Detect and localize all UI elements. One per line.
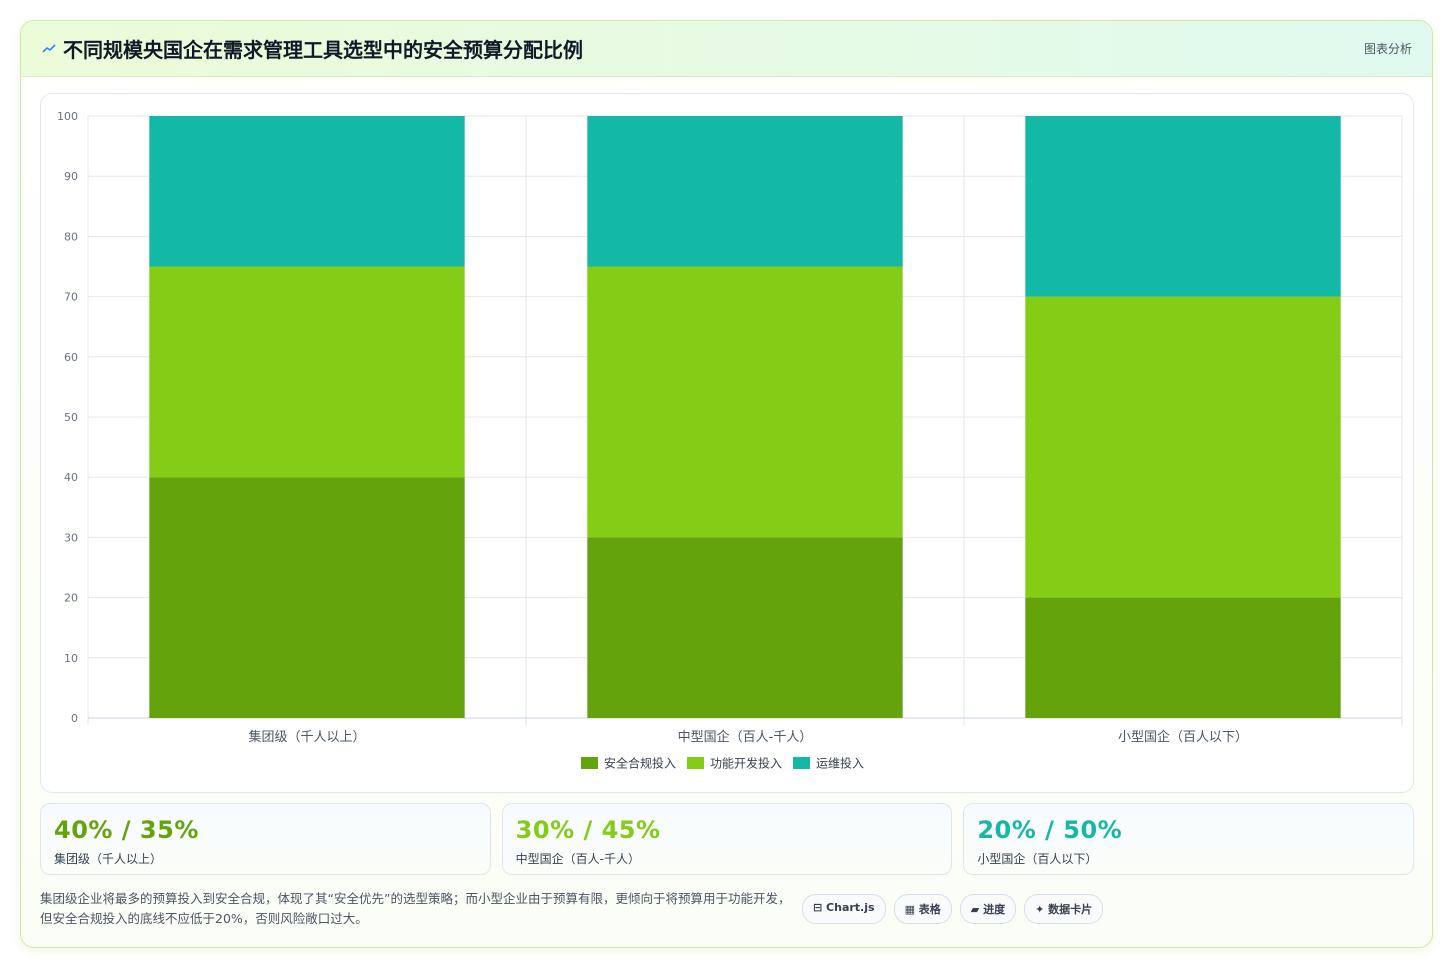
legend-label: 安全合规投入 bbox=[604, 756, 676, 771]
legend-label: 运维投入 bbox=[816, 756, 864, 771]
y-tick-label: 80 bbox=[64, 230, 78, 243]
bar-segment bbox=[587, 116, 903, 267]
legend-swatch bbox=[581, 757, 598, 769]
y-tick-label: 60 bbox=[64, 351, 78, 364]
trend-icon bbox=[41, 41, 57, 57]
y-tick-label: 40 bbox=[64, 471, 78, 484]
kpi-label: 小型国企（百人以下） bbox=[977, 852, 1098, 866]
bar-segment bbox=[587, 266, 903, 538]
chart-card: 不同规模央国企在需求管理工具选型中的安全预算分配比例 图表分析 0 10 20 30 4… bbox=[20, 20, 1433, 948]
card-header: 不同规模央国企在需求管理工具选型中的安全预算分配比例 图表分析 bbox=[21, 21, 1432, 77]
kpi-label: 中型国企（百人-千人） bbox=[515, 852, 641, 866]
bar-segment bbox=[1025, 597, 1341, 718]
x-tick-label: 集团级（千人以上） bbox=[248, 729, 365, 745]
y-tick-label: 30 bbox=[64, 531, 78, 544]
bar-segment bbox=[149, 116, 465, 267]
chip-data-card[interactable]: ✦ 数据卡片 bbox=[1024, 894, 1104, 924]
bar-segment bbox=[1025, 296, 1341, 598]
chart-title: 不同规模央国企在需求管理工具选型中的安全预算分配比例 bbox=[63, 38, 583, 62]
kpi-card-small: 20% / 50% 小型国企（百人以下） bbox=[963, 803, 1415, 875]
kpi-card-group: 40% / 35% 集团级（千人以上） bbox=[40, 803, 491, 875]
legend-label: 功能开发投入 bbox=[710, 756, 782, 771]
y-tick-label: 0 bbox=[71, 712, 78, 725]
footer: 集团级企业将最多的预算投入到安全合规，体现了其“安全优先”的选型策略；而小型企业… bbox=[40, 889, 1414, 929]
analysis-note: 集团级企业将最多的预算投入到安全合规，体现了其“安全优先”的选型策略；而小型企业… bbox=[40, 891, 791, 926]
x-tick-label: 小型国企（百人以下） bbox=[1118, 729, 1248, 745]
chip-table[interactable]: ▦ 表格 bbox=[893, 894, 952, 924]
chip-chartjs[interactable]: ⊟ Chart.js bbox=[802, 894, 886, 924]
kpi-card-medium: 30% / 45% 中型国企（百人-千人） bbox=[501, 803, 953, 875]
y-tick-label: 70 bbox=[64, 291, 78, 304]
kpi-value: 30% / 45% bbox=[515, 816, 661, 844]
kpi-value: 40% / 35% bbox=[54, 816, 199, 844]
bar-segment bbox=[149, 266, 465, 478]
y-tick-label: 90 bbox=[64, 170, 78, 183]
bar-segment bbox=[149, 477, 465, 718]
y-tick-label: 10 bbox=[64, 652, 78, 665]
analysis-tag: 图表分析 bbox=[1363, 42, 1412, 56]
chip-progress[interactable]: ▰ 进度 bbox=[959, 894, 1017, 924]
stacked-bar-chart: 0 10 20 30 40 50 60 70 80 90 100 集团级（千人以上） 中型国企（百人-千… bbox=[57, 110, 1403, 771]
legend-swatch bbox=[687, 757, 704, 769]
kpi-label: 集团级（千人以上） bbox=[54, 852, 163, 866]
y-tick-label: 50 bbox=[64, 411, 78, 424]
bar-segment bbox=[587, 537, 903, 718]
bar-segment bbox=[1025, 116, 1341, 297]
x-tick-label: 中型国企（百人-千人） bbox=[678, 729, 813, 745]
chart-area: 0 10 20 30 40 50 60 70 80 90 100 集团级（千人以上） 中型国企（百人-千… bbox=[40, 93, 1414, 793]
y-tick-label: 20 bbox=[64, 592, 78, 605]
legend-swatch bbox=[793, 757, 810, 769]
tag-chips: ⊟ Chart.js ▦ 表格 ▰ 进度 ✦ 数据卡片 bbox=[802, 894, 1104, 924]
kpi-row: 40% / 35% 集团级（千人以上） 30% / 45% 中型国企（百人-千人… bbox=[40, 803, 1415, 875]
kpi-value: 20% / 50% bbox=[977, 816, 1123, 844]
y-tick-label: 100 bbox=[57, 110, 78, 123]
